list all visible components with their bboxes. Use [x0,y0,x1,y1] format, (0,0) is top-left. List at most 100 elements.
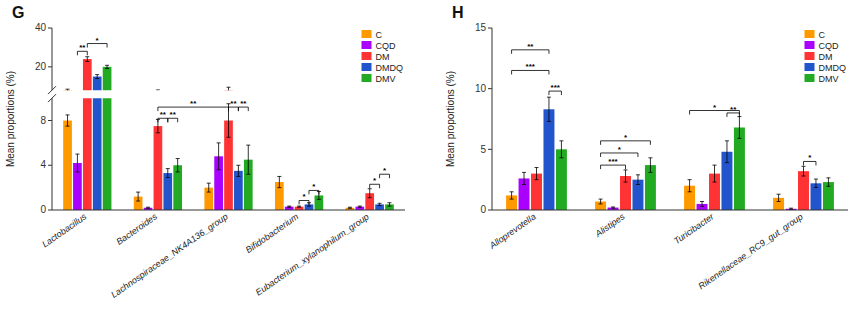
y-axis-label: Mean proportions (%) [5,71,16,167]
error-bar [535,168,539,180]
error-bar [95,75,99,79]
bar [83,59,92,90]
annotation: *** [551,83,561,92]
bar [556,149,567,210]
bar [83,98,92,210]
y-tick [488,210,492,211]
x-tick-label: Bacteroides [114,211,159,247]
error-bar [75,154,79,172]
y-tick [48,66,52,67]
legend: CCQDDMDMDQDMV [805,30,847,84]
annotation: ** [240,99,247,108]
error-bar [387,203,391,206]
legend-label: DMDQ [819,63,847,73]
annotation: *** [608,157,618,166]
annotation: * [808,153,812,162]
x-tick-label: Alistipes [593,211,627,239]
bar [154,126,163,210]
panel: 051015AlloprevotellaAlistipesTuricibacte… [445,4,848,291]
y-axis-line [492,28,493,210]
y-tick-label: 0 [480,204,486,215]
y-axis-line [52,98,53,210]
bar [63,121,72,210]
legend-swatch [362,52,372,60]
x-tick-label: Lactobacillus [40,211,89,249]
error-bar [146,207,150,208]
error-bar [66,115,70,126]
y-tick [48,120,52,121]
error-bar [217,143,221,170]
legend-label: CQD [819,41,840,51]
error-bar [522,172,526,184]
error-bar [287,206,291,207]
error-bar [648,158,652,173]
legend-swatch [805,74,815,82]
annotation: ** [160,110,167,119]
y-tick [488,88,492,89]
bar [355,207,364,210]
bar [543,109,554,210]
error-bar [277,176,281,187]
axis-break [48,86,56,94]
bar [295,207,304,210]
y-tick [48,210,52,211]
y-tick [488,28,492,29]
error-bar [700,202,704,207]
y-tick-label: 0 [40,204,46,215]
chart: 0482040LactobacillusBacteroidesLachnospi… [0,0,860,321]
x-tick-label: Turicibacter [672,211,717,246]
plot-area [63,98,394,210]
annotation: ** [730,105,737,114]
legend-label: DMV [376,74,396,84]
annotation: * [713,103,717,112]
legend-label: DM [376,52,390,62]
bar [285,207,294,210]
error-bar [599,199,603,204]
error-bar [368,189,372,198]
y-tick-label: 8 [40,115,46,126]
x-tick-label: Bifidobacterium [244,211,301,255]
error-bar [166,169,170,178]
error-bar [297,206,301,207]
error-bar [777,194,781,201]
legend-label: C [376,30,383,40]
error-bar [547,97,551,121]
y-tick-label: 40 [35,22,47,33]
error-bar [789,208,793,209]
annotation: * [624,133,628,142]
title: G [12,4,24,21]
annotation: ** [170,110,177,119]
annotation: ** [190,99,197,108]
bar [734,127,745,210]
legend: CCQDDMDMDQDMV [362,30,404,84]
legend-swatch [362,74,372,82]
error-bar [66,89,70,90]
annotation: * [302,192,306,201]
axis-break [48,94,56,102]
y-tick-label: 4 [40,159,46,170]
legend-label: DM [819,52,833,62]
error-bar [358,206,362,207]
error-bar [156,90,160,91]
annotation: ** [230,99,237,108]
legend-swatch [362,41,372,49]
error-bar [559,141,563,158]
y-tick-label: 10 [475,83,487,94]
legend-label: DMV [819,74,839,84]
y-tick-label: 15 [475,22,487,33]
y-tick [488,149,492,150]
error-bar [378,203,382,205]
legend-label: DMDQ [376,63,404,73]
x-axis-line [52,210,405,211]
bar [798,171,809,210]
title: H [452,4,464,21]
x-axis-line [492,210,848,211]
legend-swatch [805,41,815,49]
annotation: ** [527,42,534,51]
plot-area [63,57,394,90]
error-bar [176,159,180,172]
error-bar [611,207,615,208]
x-tick-label: Lachnospiraceae_NK4A136_group [109,211,230,300]
error-bar [236,165,240,176]
annotation: * [312,182,316,191]
